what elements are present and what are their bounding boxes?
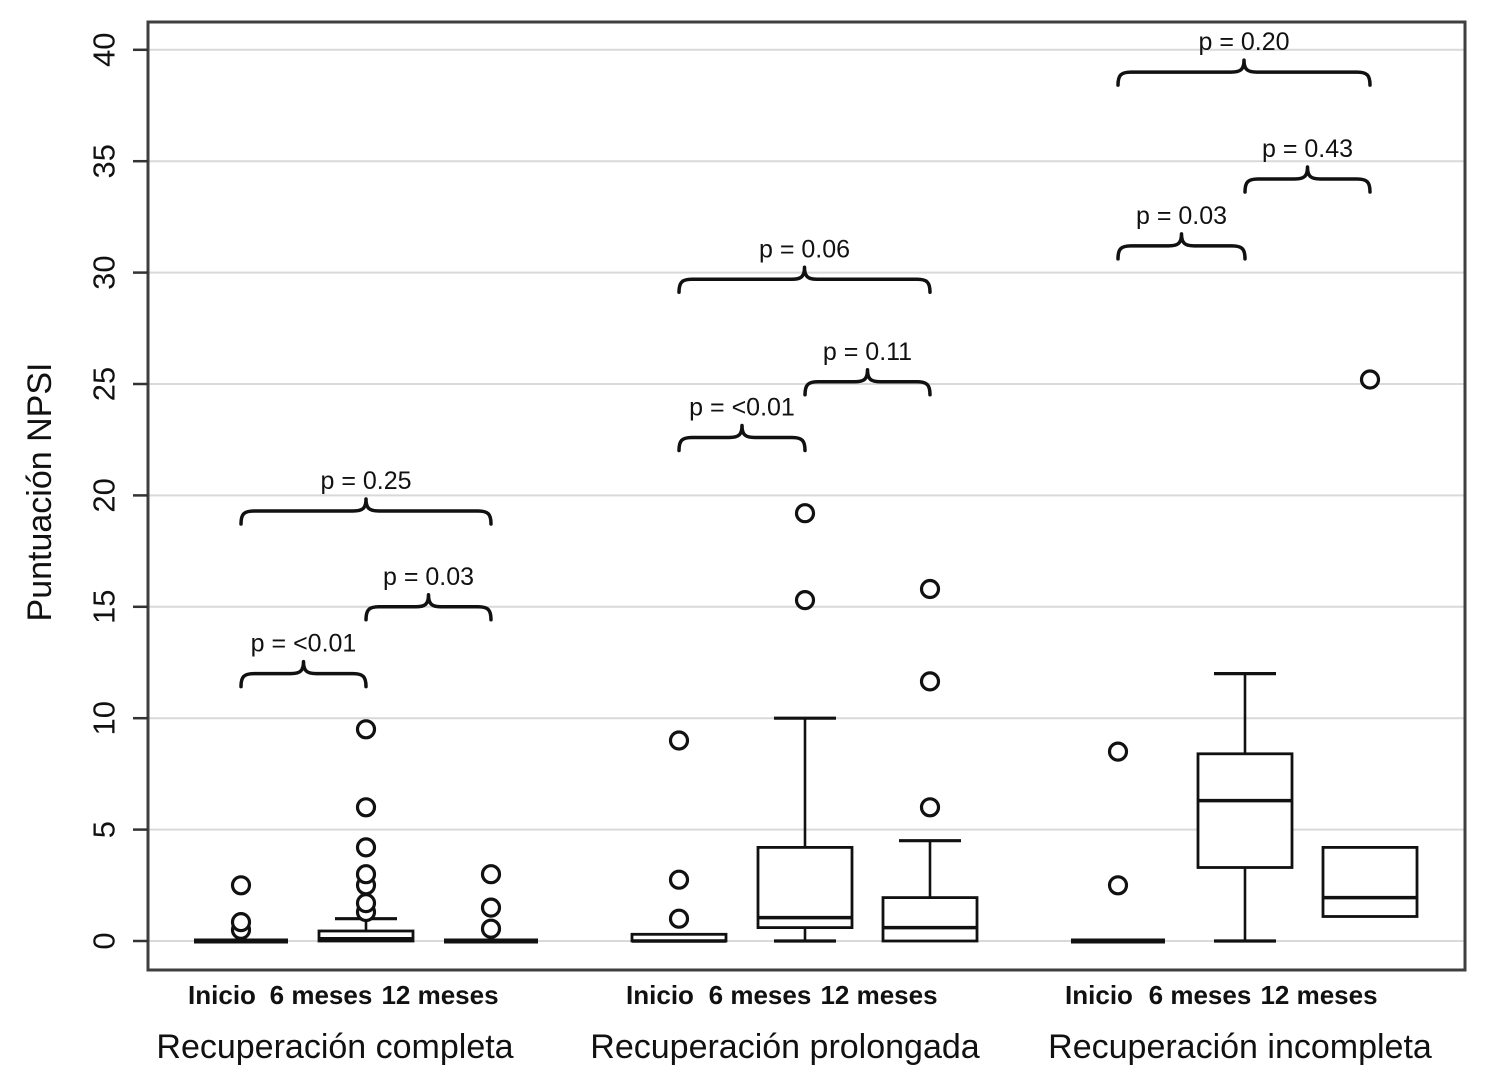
p-value-label: p = 0.25: [320, 467, 411, 495]
outlier-point: [355, 797, 377, 818]
comparison-bracket: [677, 423, 807, 453]
p-value-label: p = 0.43: [1262, 135, 1353, 163]
outlier-point: [668, 869, 690, 890]
x-tick-label: 12 meses: [1260, 980, 1377, 1010]
outlier-point: [794, 503, 816, 524]
group-label: Recuperación completa: [156, 1028, 513, 1066]
box: [1321, 846, 1419, 918]
outlier-point: [480, 918, 502, 939]
p-value-label: p = 0.06: [759, 235, 850, 263]
y-tick-label: 30: [87, 255, 122, 289]
outlier-point: [919, 578, 941, 600]
box: [756, 846, 854, 930]
p-value-label: p = <0.01: [251, 630, 357, 658]
box: [881, 896, 979, 943]
y-tick-label: 20: [87, 478, 122, 512]
x-tick-label: Inicio: [626, 980, 694, 1010]
outlier-point: [1107, 741, 1129, 762]
outlier-point: [355, 837, 377, 858]
comparison-bracket: [1116, 232, 1247, 261]
y-tick-label: 25: [87, 367, 122, 401]
outlier-point: [668, 908, 690, 929]
outlier-point: [230, 875, 252, 896]
comparison-bracket: [1243, 165, 1372, 194]
y-tick-label: 10: [87, 701, 122, 735]
comparison-bracket: [1116, 58, 1372, 87]
outlier-point: [1107, 875, 1129, 896]
y-tick-label: 5: [87, 821, 122, 838]
comparison-bracket: [239, 659, 368, 689]
p-value-label: p = <0.01: [689, 394, 795, 422]
outlier-point: [668, 730, 690, 751]
group-label: Recuperación prolongada: [590, 1028, 979, 1066]
comparison-bracket: [364, 593, 493, 622]
p-value-label: p = 0.20: [1198, 28, 1289, 56]
outlier-point: [355, 892, 377, 914]
x-tick-label: 12 meses: [381, 980, 498, 1010]
comparison-bracket: [239, 497, 493, 526]
y-tick-label: 35: [87, 144, 122, 178]
group-label: Recuperación incompleta: [1048, 1028, 1432, 1066]
p-value-label: p = 0.11: [823, 338, 912, 366]
x-tick-label: Inicio: [1065, 980, 1133, 1010]
p-value-label: p = 0.03: [383, 563, 474, 591]
outlier-point: [230, 911, 252, 933]
outlier-point: [355, 864, 377, 885]
box: [317, 929, 415, 943]
outlier-point: [480, 864, 502, 885]
y-axis-title: Puntuación NPSI: [21, 363, 59, 622]
outlier-point: [919, 797, 941, 818]
x-tick-label: 6 meses: [270, 980, 373, 1010]
outlier-point: [919, 671, 941, 692]
y-tick-label: 0: [87, 932, 122, 949]
y-tick-label: 15: [87, 590, 122, 624]
comparison-bracket: [803, 368, 932, 397]
p-value-label: p = 0.03: [1136, 202, 1227, 230]
outlier-point: [1359, 369, 1381, 390]
x-tick-label: 12 meses: [820, 980, 937, 1010]
y-tick-label: 40: [87, 33, 122, 67]
outlier-point: [355, 719, 377, 740]
x-tick-label: 6 meses: [1149, 980, 1252, 1010]
outlier-point: [480, 897, 502, 918]
outlier-point: [794, 589, 816, 611]
x-tick-label: Inicio: [188, 980, 256, 1010]
x-tick-label: 6 meses: [709, 980, 812, 1010]
comparison-bracket: [677, 265, 932, 295]
box: [1196, 752, 1294, 869]
